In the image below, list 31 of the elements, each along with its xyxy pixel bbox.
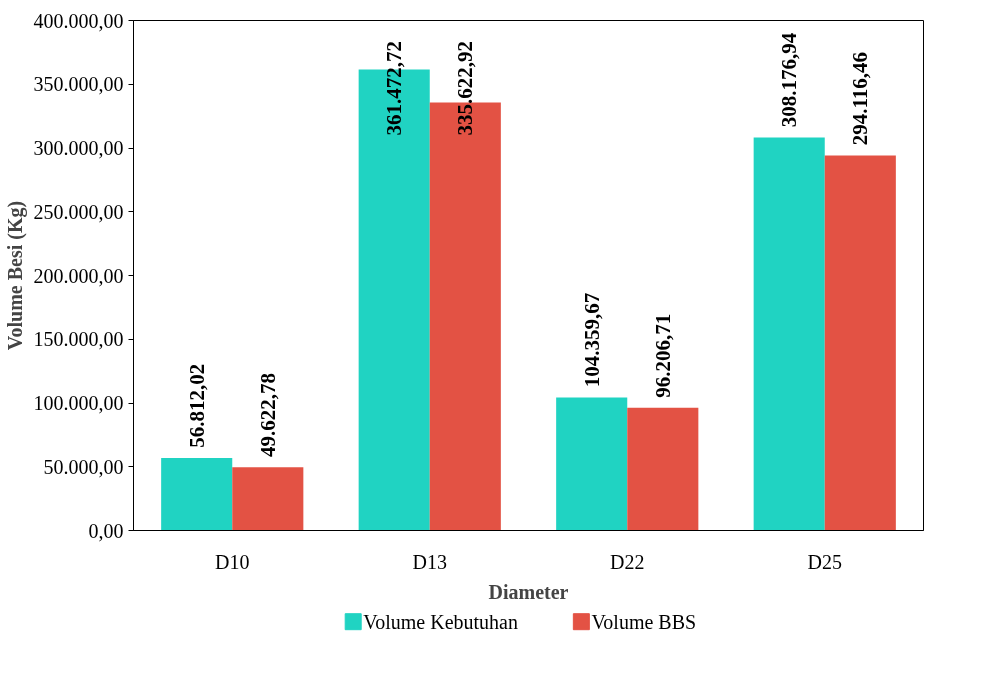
y-tick-label: 0,00 xyxy=(88,519,124,542)
bar xyxy=(824,155,896,531)
data-label: 96.206,71 xyxy=(650,313,675,398)
y-tick-label: 250.000,00 xyxy=(33,200,124,223)
data-label: 361.472,72 xyxy=(382,40,407,136)
data-label: 56.812,02 xyxy=(184,363,209,448)
bar xyxy=(232,467,304,531)
data-label: 308.176,94 xyxy=(777,32,802,128)
x-tick-label: D13 xyxy=(412,550,447,573)
bar xyxy=(627,407,699,531)
y-tick-label: 150.000,00 xyxy=(33,328,124,351)
y-tick-label: 350.000,00 xyxy=(33,73,124,96)
y-tick-label: 300.000,00 xyxy=(33,137,124,159)
bar xyxy=(556,397,628,531)
y-axis-title: Volume Besi (Kg) xyxy=(3,200,27,351)
y-tick-label: 200.000,00 xyxy=(33,264,124,287)
y-tick-label: 400.000,00 xyxy=(33,9,124,32)
data-label: 104.359,67 xyxy=(579,292,604,388)
y-tick-label: 50.000,00 xyxy=(43,455,124,478)
data-label: 49.622,78 xyxy=(255,373,280,458)
bar xyxy=(753,137,825,531)
x-axis-title: Diameter xyxy=(488,580,569,603)
legend-label: Volume Kebutuhan xyxy=(363,610,518,633)
data-label: 294.116,46 xyxy=(848,51,873,146)
data-label: 335.622,92 xyxy=(453,40,478,136)
legend-label: Volume BBS xyxy=(591,610,697,633)
x-tick-label: D22 xyxy=(610,550,645,573)
bar xyxy=(161,458,233,531)
y-tick-label: 100.000,00 xyxy=(33,392,124,414)
x-tick-label: D10 xyxy=(215,550,250,573)
x-tick-label: D25 xyxy=(807,550,842,573)
